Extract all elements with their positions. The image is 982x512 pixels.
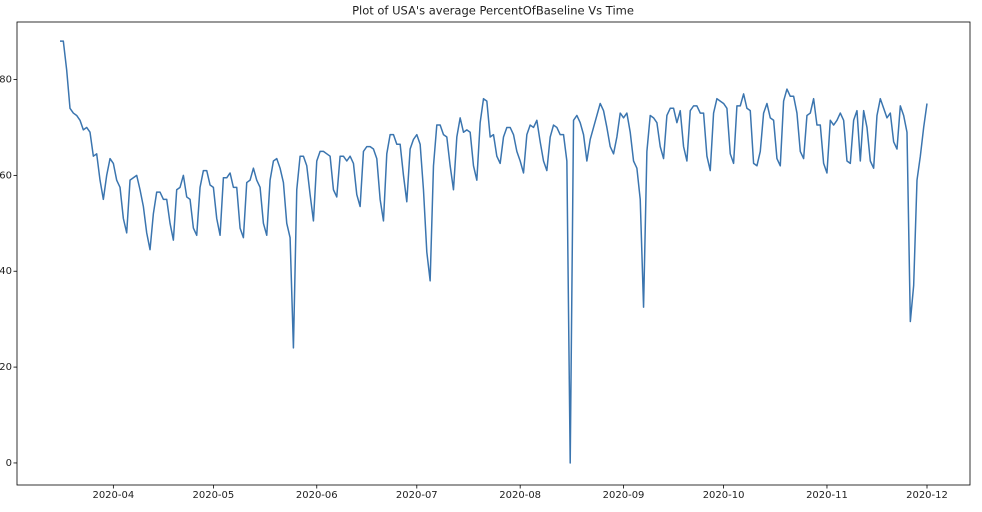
data-line	[60, 40, 928, 464]
y-tick-label: 40	[0, 266, 12, 277]
x-tick-label: 2020-08	[499, 490, 541, 501]
plot-frame	[16, 21, 971, 486]
y-tick-label: 80	[0, 75, 12, 86]
y-tick-label: 20	[0, 362, 12, 373]
x-tick-label: 2020-06	[296, 490, 338, 501]
chart-title: Plot of USA's average PercentOfBaseline …	[352, 4, 634, 18]
x-tick-label: 2020-05	[192, 490, 234, 501]
x-tick-label: 2020-10	[703, 490, 745, 501]
y-tick-label: 0	[6, 458, 12, 469]
x-tick-label: 2020-07	[396, 490, 438, 501]
x-tick-label: 2020-12	[906, 490, 948, 501]
x-tick-label: 2020-09	[603, 490, 645, 501]
y-tick-label: 60	[0, 170, 12, 181]
x-tick-label: 2020-04	[92, 490, 134, 501]
x-tick-label: 2020-11	[806, 490, 848, 501]
